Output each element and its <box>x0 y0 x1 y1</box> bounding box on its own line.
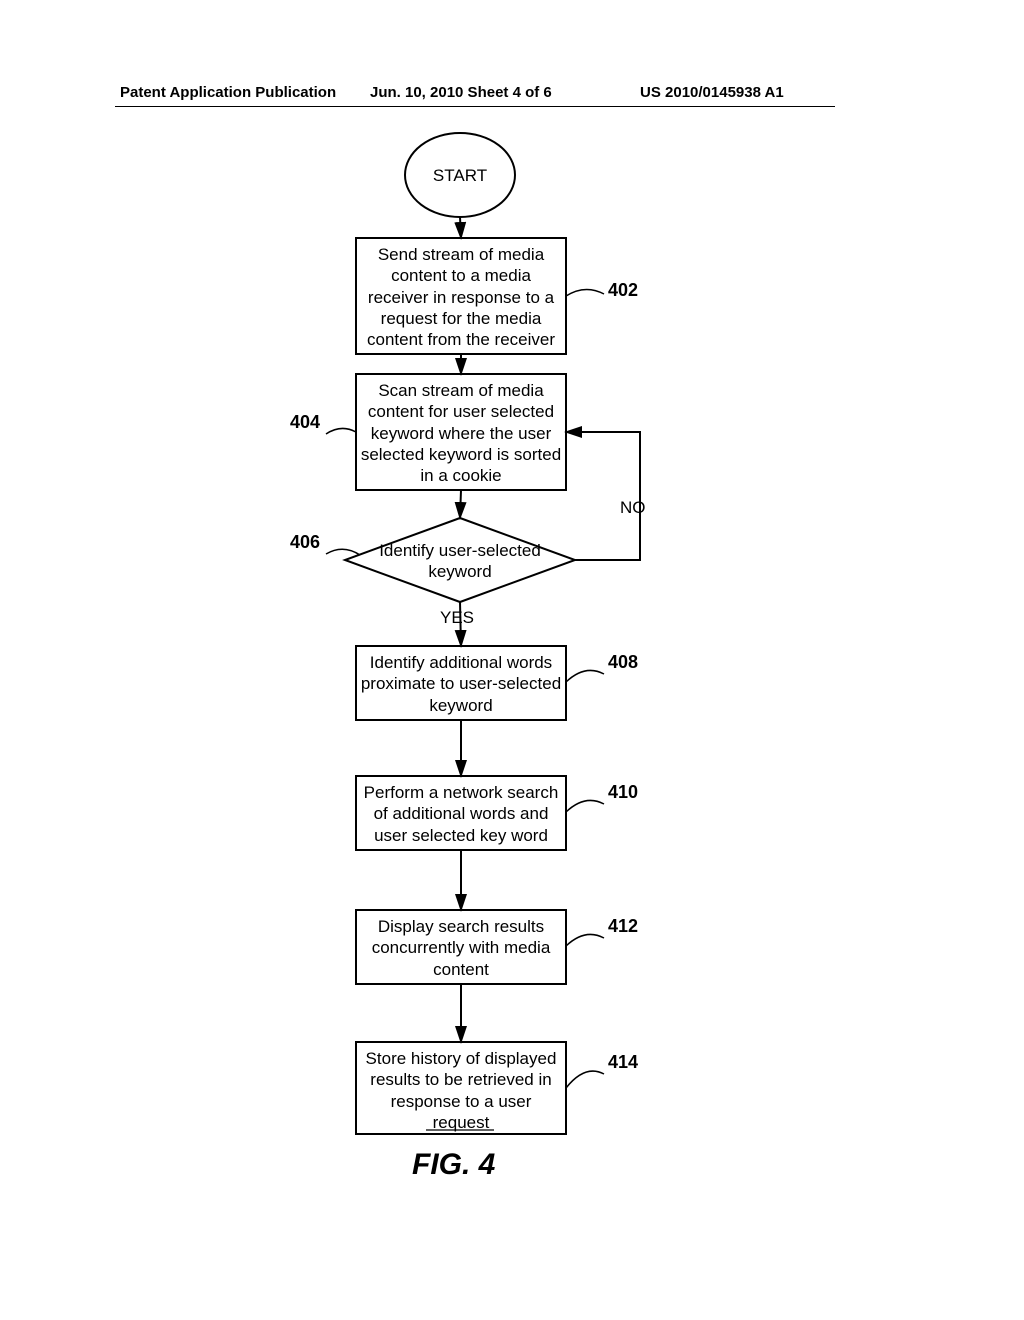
node-414-label: Store history of displayed results to be… <box>360 1048 562 1133</box>
figure-caption: FIG. 4 <box>412 1148 495 1182</box>
node-412-label: Display search results concurrently with… <box>360 916 562 980</box>
ref-404: 404 <box>290 412 320 433</box>
node-406-label: Identify user-selected keyword <box>372 540 548 583</box>
edge-label-no: NO <box>620 498 646 518</box>
node-408-label: Identify additional words proximate to u… <box>360 652 562 716</box>
node-410-label: Perform a network search of additional w… <box>360 782 562 846</box>
ref-406: 406 <box>290 532 320 553</box>
node-402-label: Send stream of media content to a media … <box>360 244 562 350</box>
ref-414: 414 <box>608 1052 638 1073</box>
node-404-label: Scan stream of media content for user se… <box>360 380 562 486</box>
ref-412: 412 <box>608 916 638 937</box>
ref-410: 410 <box>608 782 638 803</box>
page: Patent Application Publication Jun. 10, … <box>0 0 1024 1320</box>
ref-402: 402 <box>608 280 638 301</box>
ref-408: 408 <box>608 652 638 673</box>
edge-label-yes: YES <box>440 608 474 628</box>
start-label: START <box>420 165 500 186</box>
node-414-text: Store history of displayed results to be… <box>366 1049 557 1132</box>
